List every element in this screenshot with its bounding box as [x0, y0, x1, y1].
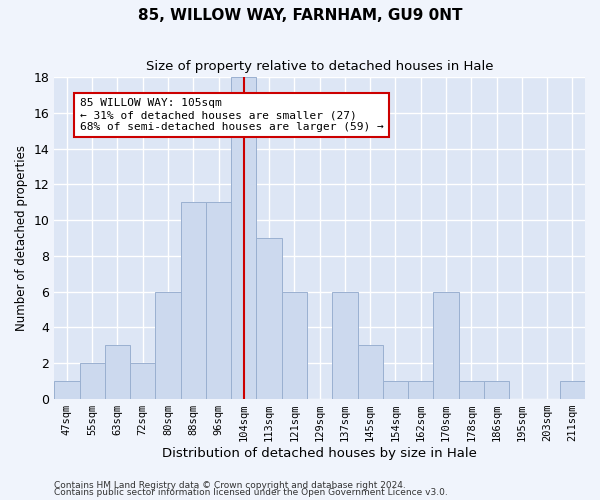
Bar: [408, 381, 433, 399]
Title: Size of property relative to detached houses in Hale: Size of property relative to detached ho…: [146, 60, 493, 73]
Text: 85 WILLOW WAY: 105sqm
← 31% of detached houses are smaller (27)
68% of semi-deta: 85 WILLOW WAY: 105sqm ← 31% of detached …: [80, 98, 383, 132]
Bar: [155, 292, 181, 399]
Bar: [256, 238, 282, 399]
Bar: [332, 292, 358, 399]
Bar: [433, 292, 458, 399]
Bar: [54, 381, 80, 399]
Text: 85, WILLOW WAY, FARNHAM, GU9 0NT: 85, WILLOW WAY, FARNHAM, GU9 0NT: [138, 8, 462, 22]
Bar: [358, 346, 383, 399]
Bar: [560, 381, 585, 399]
Bar: [206, 202, 231, 399]
Bar: [458, 381, 484, 399]
Text: Contains public sector information licensed under the Open Government Licence v3: Contains public sector information licen…: [54, 488, 448, 497]
Bar: [282, 292, 307, 399]
Bar: [231, 77, 256, 399]
Bar: [383, 381, 408, 399]
Bar: [484, 381, 509, 399]
Bar: [130, 364, 155, 399]
Bar: [105, 346, 130, 399]
Text: Contains HM Land Registry data © Crown copyright and database right 2024.: Contains HM Land Registry data © Crown c…: [54, 480, 406, 490]
Bar: [181, 202, 206, 399]
Y-axis label: Number of detached properties: Number of detached properties: [15, 145, 28, 331]
Bar: [80, 364, 105, 399]
X-axis label: Distribution of detached houses by size in Hale: Distribution of detached houses by size …: [162, 447, 477, 460]
